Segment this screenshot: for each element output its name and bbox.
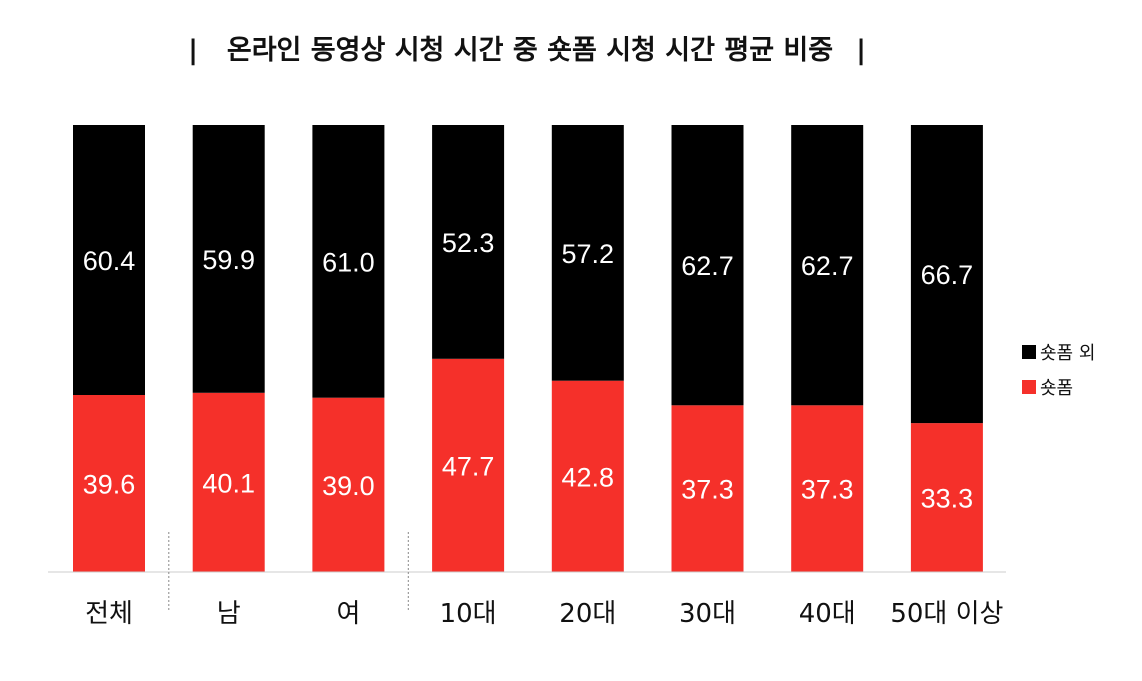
data-label: 52.3 bbox=[442, 228, 495, 258]
data-label: 42.8 bbox=[562, 462, 615, 492]
data-label: 66.7 bbox=[921, 260, 974, 290]
bar-segment bbox=[551, 380, 624, 572]
data-label: 62.7 bbox=[681, 251, 734, 281]
bar-segment bbox=[910, 125, 983, 424]
bar-segment bbox=[791, 405, 864, 572]
legend-label: 숏폼 외 bbox=[1040, 343, 1095, 364]
bar-segment bbox=[73, 125, 145, 395]
data-label: 33.3 bbox=[921, 484, 974, 514]
bar-segment bbox=[73, 395, 145, 572]
data-label: 39.6 bbox=[83, 470, 136, 500]
x-tick-label: 10대 bbox=[440, 599, 497, 629]
plot-area: 39.6 60.4 40.1 59.9 39.0 61.0 47.7 52.3 42.8 57.2… bbox=[73, 125, 983, 572]
title-text: 온라인 동영상 시청 시간 중 숏폼 시청 시간 평균 비중 bbox=[227, 35, 833, 66]
data-label: 57.2 bbox=[562, 239, 615, 269]
bar-segment bbox=[432, 358, 505, 572]
bar-segment bbox=[671, 125, 744, 406]
data-label: 47.7 bbox=[442, 451, 495, 481]
x-axis-labels: 전체 남 여 10대 20대 30대 40대 50대 이상 bbox=[85, 599, 1003, 629]
bar-segment bbox=[671, 405, 744, 572]
bar-segment bbox=[791, 125, 864, 406]
x-tick-label: 20대 bbox=[559, 599, 616, 629]
legend-label: 숏폼 bbox=[1040, 378, 1073, 399]
data-label: 39.0 bbox=[322, 471, 375, 501]
legend-swatch bbox=[1022, 345, 1036, 359]
bar-segment bbox=[910, 423, 983, 572]
data-label: 62.7 bbox=[801, 251, 854, 281]
bar-segment bbox=[192, 392, 265, 572]
x-tick-label: 50대 이상 bbox=[890, 599, 1003, 629]
data-label: 37.3 bbox=[801, 475, 854, 505]
data-label: 40.1 bbox=[202, 468, 255, 498]
group-separators bbox=[168, 532, 409, 612]
legend: 숏폼 외숏폼 bbox=[1022, 343, 1095, 399]
data-label: 37.3 bbox=[681, 475, 734, 505]
bar-segment bbox=[551, 125, 624, 381]
bar-segment bbox=[432, 125, 505, 359]
data-label: 60.4 bbox=[83, 246, 136, 276]
title-marker-right: | bbox=[856, 35, 866, 66]
x-tick-label: 여 bbox=[336, 599, 360, 629]
x-tick-label: 남 bbox=[217, 599, 241, 629]
bar-segment bbox=[312, 125, 385, 398]
title-marker-left: | bbox=[188, 35, 198, 66]
data-label: 59.9 bbox=[202, 245, 255, 275]
x-tick-label: 30대 bbox=[679, 599, 736, 629]
x-tick-label: 40대 bbox=[799, 599, 856, 629]
x-tick-label: 전체 bbox=[85, 599, 133, 629]
bar-segment bbox=[312, 397, 385, 572]
bar-segment bbox=[192, 125, 265, 393]
data-label: 61.0 bbox=[322, 247, 375, 277]
legend-swatch bbox=[1022, 380, 1036, 394]
chart-title: | 온라인 동영상 시청 시간 중 숏폼 시청 시간 평균 비중 | bbox=[188, 35, 866, 66]
